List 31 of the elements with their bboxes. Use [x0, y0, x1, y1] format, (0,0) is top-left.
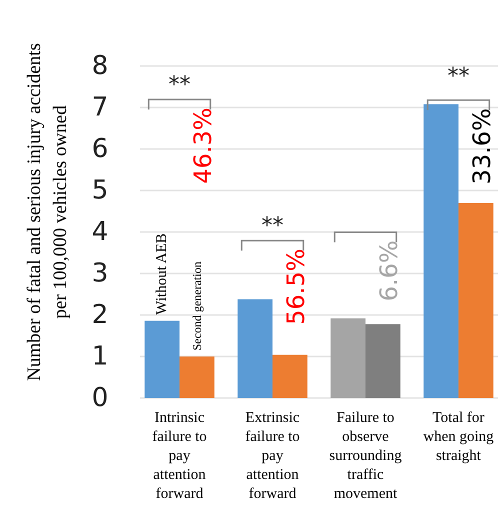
- text: Second generation: [190, 262, 204, 350]
- y-tick-label: 6: [92, 134, 108, 164]
- y-axis-title: Number of fatal and serious injury accidents per 100,000 vehicles owned: [24, 43, 71, 381]
- annotation: 33.6%: [468, 108, 496, 184]
- bar: [180, 356, 214, 398]
- y-tick-label: 1: [92, 342, 108, 372]
- bar: [424, 104, 458, 398]
- x-tick-label: Intrinsic failure to pay attention forward: [152, 410, 207, 502]
- y-tick-label: 2: [92, 300, 108, 330]
- annotation: 6.6%: [374, 240, 403, 302]
- annotation: 46.3%: [188, 108, 217, 184]
- x-tick-label: Extrinsic failure to pay attention forward: [245, 410, 300, 502]
- y-tick-label: 3: [92, 258, 108, 288]
- text: Without AEB: [154, 233, 170, 315]
- annotation: **: [447, 64, 470, 90]
- y-tick-label: 5: [92, 176, 108, 206]
- bar: [330, 318, 366, 398]
- y-tick-label: 8: [92, 51, 108, 81]
- bar: [365, 324, 400, 398]
- annotation: **: [262, 214, 284, 239]
- bar: [272, 354, 308, 398]
- bar: [238, 299, 273, 398]
- annotation: **: [168, 72, 191, 98]
- annotation: 56.5%: [282, 248, 310, 325]
- y-tick-label: 4: [92, 217, 108, 247]
- x-tick-label: Failure to observe surrounding traffic movement: [329, 410, 402, 502]
- y-tick-label: 7: [92, 92, 108, 122]
- bar: [458, 202, 494, 398]
- bar: [144, 320, 180, 398]
- y-tick-label: 0: [92, 383, 108, 413]
- x-tick-label: Total for when going straight: [423, 410, 494, 464]
